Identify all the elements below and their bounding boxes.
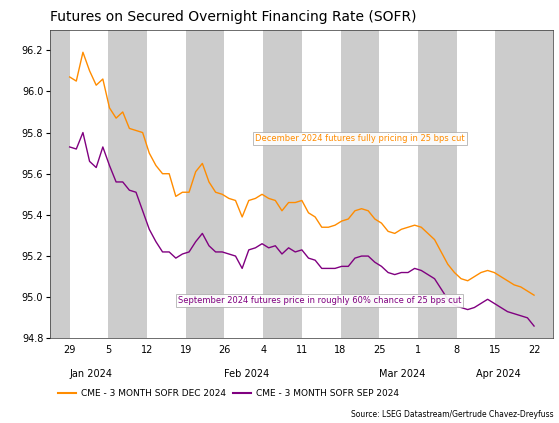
Bar [50,30,70,338]
Text: Apr 2024: Apr 2024 [476,369,521,379]
Bar [263,30,302,338]
Bar [340,30,379,338]
Text: Futures on Secured Overnight Financing Rate (SOFR): Futures on Secured Overnight Financing R… [50,10,417,24]
Text: Mar 2024: Mar 2024 [379,369,425,379]
Text: Jan 2024: Jan 2024 [70,369,113,379]
Bar [418,30,457,338]
Bar [186,30,225,338]
Legend: CME - 3 MONTH SOFR DEC 2024, CME - 3 MONTH SOFR SEP 2024: CME - 3 MONTH SOFR DEC 2024, CME - 3 MON… [55,386,402,402]
Bar [108,30,147,338]
Text: December 2024 futures fully pricing in 25 bps cut: December 2024 futures fully pricing in 2… [255,134,465,143]
Text: Source: LSEG Datastream/Gertrude Chavez-Dreyfuss: Source: LSEG Datastream/Gertrude Chavez-… [351,410,553,419]
Text: Feb 2024: Feb 2024 [225,369,269,379]
Text: September 2024 futures price in roughly 60% chance of 25 bps cut: September 2024 futures price in roughly … [178,297,461,305]
Bar [495,30,553,338]
